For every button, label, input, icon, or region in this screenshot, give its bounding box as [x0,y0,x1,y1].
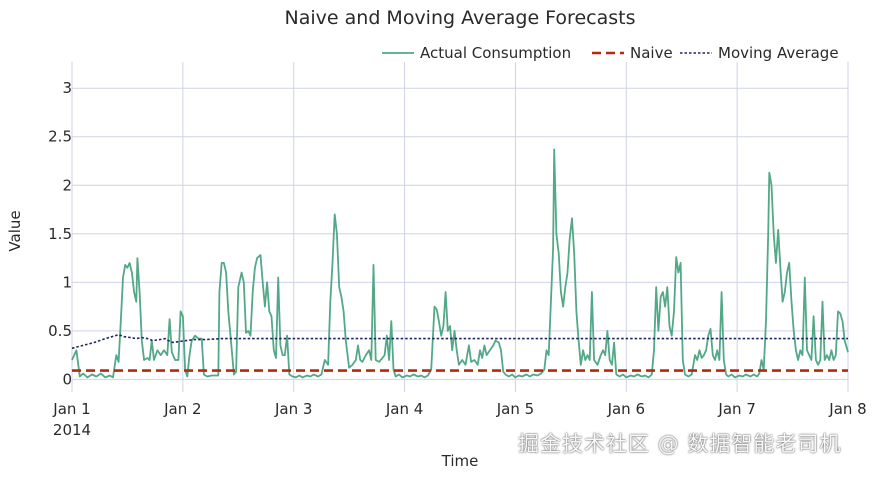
y-axis: 0 0.5 1 1.5 2 2.5 3 [48,79,72,388]
x-tick-label-6: Jan 7 [717,400,755,418]
y-tick-label-5: 2.5 [48,128,72,146]
x-tick-sublabel-0: 2014 [53,421,91,439]
y-tick-label-2: 1 [62,273,72,291]
legend-label-1: Naive [630,44,673,62]
series-line-0 [71,148,849,379]
x-tick-label-1: Jan 2 [163,400,201,418]
x-axis-label: Time [441,452,479,470]
watermark: 掘金技术社区 @ 数据智能老司机 [518,432,842,456]
y-tick-label-1: 0.5 [48,322,72,340]
chart-title: Naive and Moving Average Forecasts [285,7,636,29]
y-tick-label-3: 1.5 [48,225,72,243]
x-tick-label-3: Jan 4 [385,400,423,418]
x-axis: Jan 1 2014 Jan 2 Jan 3 Jan 4 Jan 5 Jan 6 Jan 7 J… [52,400,866,439]
legend-label-2: Moving Average [718,44,839,62]
series-line-2 [71,333,848,350]
x-tick-label-7: Jan 8 [828,400,866,418]
legend-item-1[interactable]: Naive [592,44,673,62]
y-axis-label: Value [6,210,24,251]
series-layer [71,148,849,379]
legend-item-0[interactable]: Actual Consumption [382,44,571,62]
x-tick-label-0: Jan 1 [52,400,90,418]
x-tick-label-4: Jan 5 [496,400,534,418]
x-tick-label-2: Jan 3 [274,400,312,418]
legend-label-0: Actual Consumption [420,44,571,62]
legend[interactable]: Actual Consumption Naive Moving Average [382,44,839,62]
y-tick-label-4: 2 [62,176,72,194]
grid [71,62,849,392]
y-tick-label-6: 3 [62,79,72,97]
x-tick-label-5: Jan 6 [607,400,645,418]
legend-item-2[interactable]: Moving Average [680,44,839,62]
y-tick-label-0: 0 [62,370,72,388]
